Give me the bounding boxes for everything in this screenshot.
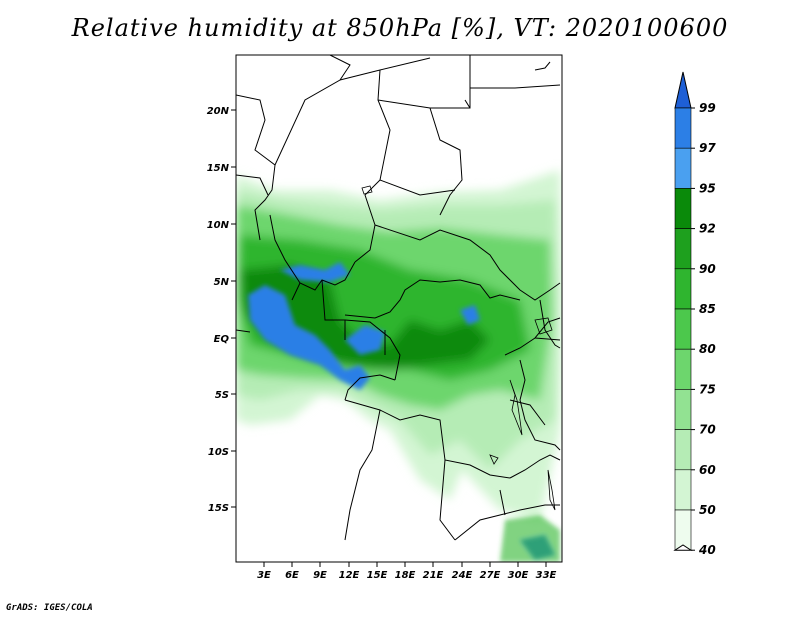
colorbar-swatch [674, 308, 692, 350]
lakes [361, 185, 556, 511]
lat-tick-label: 10N [207, 220, 230, 231]
rh-95-blob-east [460, 305, 480, 325]
lake-malawi [547, 469, 556, 511]
lon-tick-label: 12E [339, 570, 360, 581]
colorbar-label: 60 [699, 463, 716, 477]
colorbar-label: 50 [699, 503, 716, 517]
colorbar-label: 75 [699, 382, 716, 396]
colorbar-swatch [674, 348, 692, 390]
lon-tick-label: 33E [536, 570, 557, 581]
colorbar-label: 40 [698, 543, 716, 557]
latitude-axis: 20N 15N 10N 5N EQ 5S 10S 15S [207, 106, 236, 514]
lake-tanganyika [509, 379, 523, 436]
colorbar-swatch [674, 107, 692, 149]
lake-mweru [489, 454, 499, 465]
rh-95-blob-north [280, 262, 350, 282]
colorbar-label: 70 [699, 423, 716, 437]
lat-tick-label: 15N [207, 163, 230, 174]
lake-chad [361, 185, 373, 195]
lake-victoria [534, 317, 553, 335]
map-frame [235, 54, 563, 563]
lat-tick-label: 20N [207, 106, 230, 117]
colorbar-label: 97 [699, 141, 716, 155]
lon-tick-label: 24E [452, 570, 473, 581]
lon-tick-label: 6E [285, 570, 299, 581]
lat-tick-label: 5S [215, 390, 229, 401]
lon-tick-label: 27E [480, 570, 501, 581]
colorbar: 99 97 95 92 90 85 80 75 70 60 50 40 [673, 71, 716, 557]
colorbar-bottom-arrow [673, 544, 693, 551]
colorbar-swatch [674, 429, 692, 471]
grads-credit: GrADS: IGES/COLA [6, 603, 93, 613]
lon-tick-label: 3E [257, 570, 271, 581]
colorbar-swatch [674, 228, 692, 270]
colorbar-swatch [674, 188, 692, 229]
rh-95-blob-west [248, 285, 370, 390]
colorbar-swatch [674, 268, 692, 310]
rh-92-blob-se [500, 515, 560, 562]
lon-tick-label: 21E [423, 570, 444, 581]
country-borders [236, 55, 561, 541]
longitude-axis: 3E 6E 9E 12E 15E 18E 21E 24E 27E 30E 33E [257, 562, 557, 581]
lat-tick-label: 5N [214, 277, 230, 288]
colorbar-label: 92 [699, 222, 716, 236]
rh-95-blob-center [345, 325, 385, 355]
colorbar-swatch [674, 389, 692, 430]
humidity-field [236, 170, 562, 562]
colorbar-label: 80 [699, 342, 716, 356]
colorbar-swatch [674, 509, 692, 551]
lat-tick-label: EQ [214, 334, 230, 345]
lon-tick-label: 15E [367, 570, 388, 581]
lat-tick-label: 15S [208, 503, 229, 514]
lon-tick-label: 30E [508, 570, 529, 581]
colorbar-label: 90 [699, 262, 716, 276]
colorbar-label: 95 [699, 181, 716, 195]
lon-tick-label: 18E [395, 570, 416, 581]
chart-title: Relative humidity at 850hPa [%], VT: 202… [71, 14, 729, 42]
colorbar-label: 85 [699, 302, 716, 316]
colorbar-label: 99 [699, 101, 716, 115]
colorbar-swatch [674, 147, 692, 189]
colorbar-swatch [674, 469, 692, 511]
lat-tick-label: 10S [208, 447, 229, 458]
lon-tick-label: 9E [313, 570, 327, 581]
colorbar-top-arrow [674, 71, 692, 109]
